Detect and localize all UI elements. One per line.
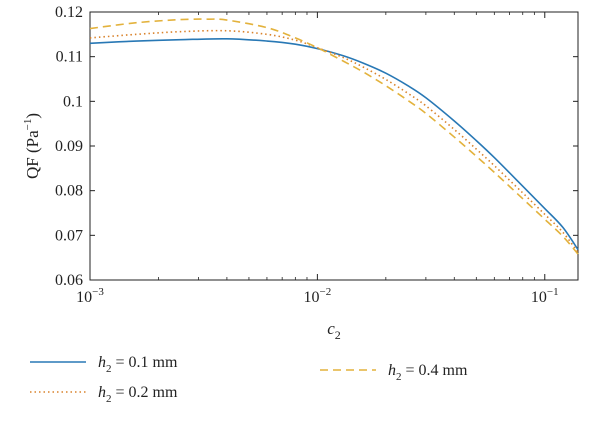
y-tick-label: 0.07 xyxy=(55,227,83,244)
series-line-1 xyxy=(89,37,579,251)
y-tick-label: 0.12 xyxy=(55,4,83,21)
y-axis-title: QF (Pa−1) xyxy=(22,113,42,179)
y-tick-label: 0.06 xyxy=(55,272,83,289)
y-tick-label: 0.09 xyxy=(55,138,83,155)
y-axis: 0.06 0.07 0.08 0.09 0.1 0.11 0.12 xyxy=(55,4,578,289)
x-tick-label: 10−1 xyxy=(531,286,559,306)
y-tick-label: 0.11 xyxy=(56,49,83,66)
legend-sub: 2 xyxy=(396,371,402,383)
legend-var: h xyxy=(388,362,396,379)
series-group xyxy=(89,18,579,255)
x-tick-label: 10−2 xyxy=(304,286,332,306)
x-tick-base: 10 xyxy=(76,289,92,306)
legend-var: h xyxy=(98,384,106,401)
legend-var: h xyxy=(98,354,106,371)
x-tick-exponent: −2 xyxy=(320,286,332,298)
legend-label-3: h2 = 0.4 mm xyxy=(388,362,468,383)
x-tick-label: 10−3 xyxy=(76,286,104,306)
y-tick-label: 0.08 xyxy=(55,183,83,200)
y-axis-title-main: QF (Pa xyxy=(23,130,42,179)
x-tick-base: 10 xyxy=(531,289,547,306)
x-axis-title-sub: 2 xyxy=(335,328,341,342)
y-axis-title-sup: −1 xyxy=(22,119,34,131)
x-axis: 10−3 10−2 10−1 xyxy=(76,12,559,306)
y-tick-label: 0.1 xyxy=(63,93,83,110)
y-axis-title-end: ) xyxy=(23,113,42,119)
legend-sub: 2 xyxy=(106,393,112,405)
x-axis-title-var: c xyxy=(327,319,335,338)
legend-label-1: h2 = 0.1 mm xyxy=(98,354,178,375)
legend-rest: = 0.1 mm xyxy=(112,354,178,371)
legend-label-2: h2 = 0.2 mm xyxy=(98,384,178,405)
legend-sub: 2 xyxy=(106,363,112,375)
x-tick-exponent: −1 xyxy=(547,286,559,298)
legend-rest: = 0.4 mm xyxy=(402,362,468,379)
x-tick-base: 10 xyxy=(304,289,320,306)
x-axis-title: c2 xyxy=(327,319,341,342)
series-line-3 xyxy=(89,18,579,255)
x-tick-exponent: −3 xyxy=(92,286,104,298)
legend-rest: = 0.2 mm xyxy=(112,384,178,401)
series-line-2 xyxy=(89,29,579,253)
